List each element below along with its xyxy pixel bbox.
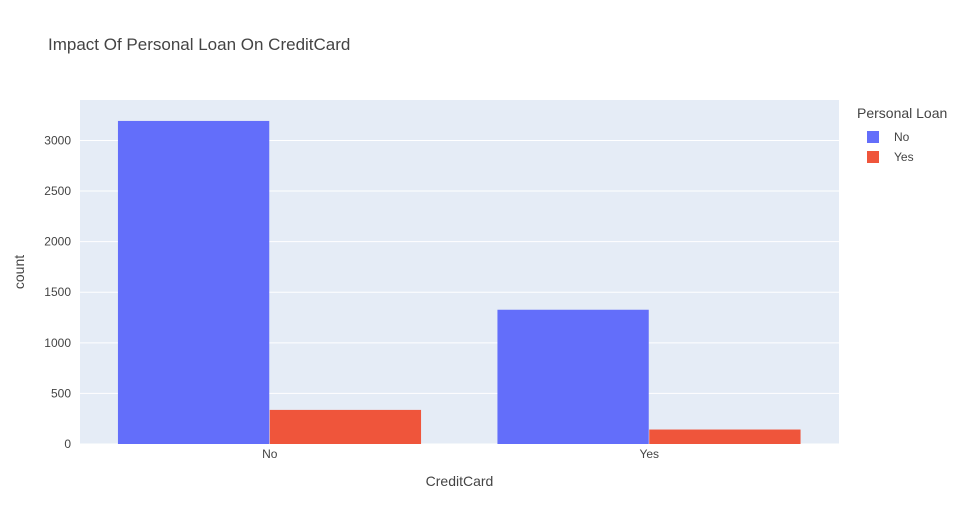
x-axis-title: CreditCard bbox=[426, 473, 494, 489]
y-tick-label: 3000 bbox=[44, 133, 71, 147]
bar-yes-yes[interactable] bbox=[649, 429, 801, 444]
x-tick-label: Yes bbox=[639, 447, 659, 461]
x-tick-label: No bbox=[262, 447, 278, 461]
legend-swatch-no[interactable] bbox=[867, 131, 879, 143]
bar-no-yes[interactable] bbox=[269, 409, 422, 444]
bar-yes-no[interactable] bbox=[497, 309, 649, 444]
y-axis-title: count bbox=[11, 255, 27, 289]
y-tick-label: 500 bbox=[51, 386, 71, 400]
legend-label[interactable]: No bbox=[894, 130, 910, 144]
chart-title: Impact Of Personal Loan On CreditCard bbox=[48, 35, 350, 54]
legend-swatch-yes[interactable] bbox=[867, 151, 879, 163]
y-tick-label: 2000 bbox=[44, 235, 71, 249]
y-tick-label: 1500 bbox=[44, 285, 71, 299]
y-tick-label: 0 bbox=[64, 437, 71, 451]
y-tick-label: 1000 bbox=[44, 336, 71, 350]
y-tick-labels: 0 500 1000 1500 2000 2500 3000 bbox=[44, 133, 71, 451]
legend[interactable]: Personal Loan No Yes bbox=[857, 105, 947, 164]
bars bbox=[117, 120, 801, 444]
legend-title: Personal Loan bbox=[857, 105, 947, 121]
y-tick-label: 2500 bbox=[44, 184, 71, 198]
bar-no-no[interactable] bbox=[117, 120, 270, 444]
x-tick-labels: No Yes bbox=[262, 447, 659, 461]
legend-label[interactable]: Yes bbox=[894, 150, 914, 164]
